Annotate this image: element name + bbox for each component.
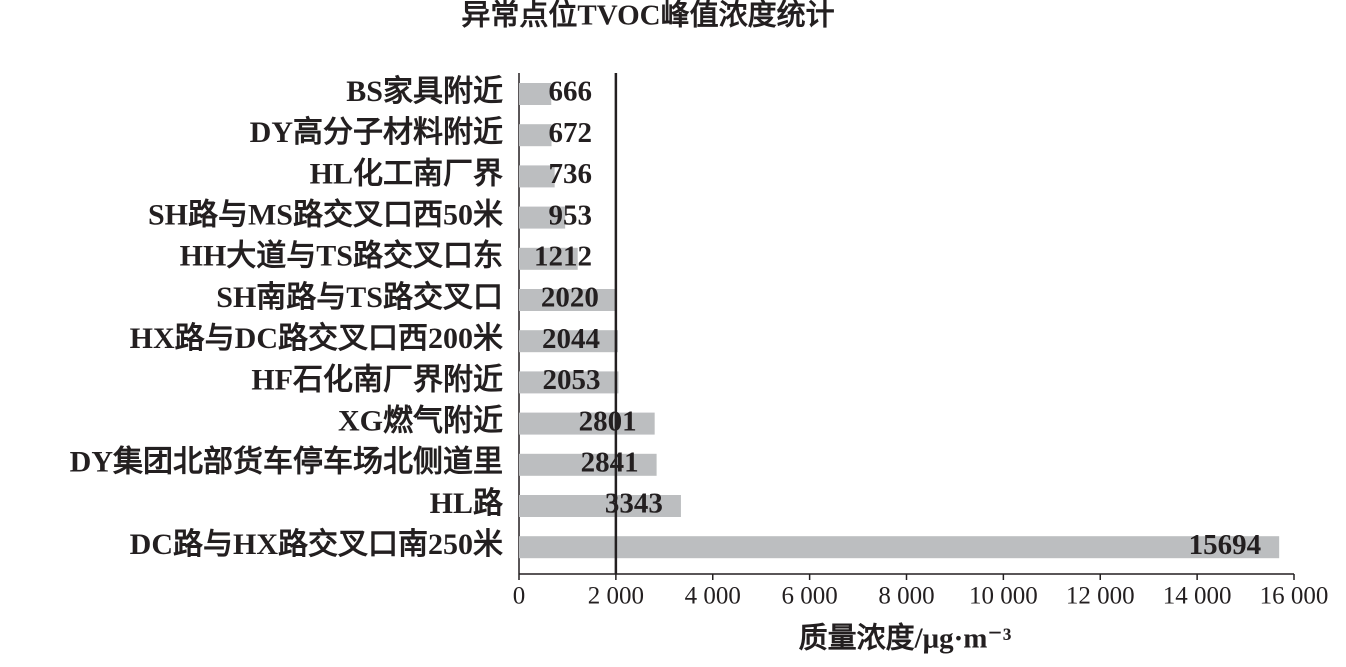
- bar: [519, 206, 566, 229]
- bar: [519, 495, 681, 517]
- category-label: HF石化南厂界附近: [251, 363, 503, 396]
- value-label: 953: [549, 199, 593, 231]
- value-label: 2801: [579, 405, 637, 437]
- value-label: 2044: [542, 323, 600, 355]
- value-label: 736: [549, 158, 593, 190]
- x-axis-title: 质量浓度/μg·m⁻³: [799, 622, 1012, 655]
- x-tick-label: 12 000: [1066, 583, 1135, 610]
- value-label: 3343: [605, 488, 663, 520]
- value-label: 2053: [542, 364, 600, 396]
- category-label: SH路与MS路交叉口西50米: [148, 197, 503, 231]
- x-tick-label: 8 000: [878, 583, 934, 610]
- category-label: BS家具附近: [346, 75, 503, 108]
- bar: [519, 536, 1280, 559]
- x-tick-label: 10 000: [969, 583, 1038, 610]
- category-label: XG燃气附近: [338, 404, 503, 437]
- bar: [519, 412, 655, 435]
- value-label: 2841: [581, 446, 639, 478]
- category-label: SH南路与TS路交叉口: [216, 280, 503, 314]
- value-label: 2020: [541, 282, 599, 314]
- bar: [519, 371, 619, 394]
- category-label: HH大道与TS路交叉口东: [180, 239, 503, 273]
- value-label: 1212: [534, 240, 592, 272]
- x-tick-label: 6 000: [782, 583, 838, 610]
- bar: [519, 330, 619, 353]
- x-tick-label: 16 000: [1260, 583, 1329, 610]
- x-tick-label: 4 000: [685, 583, 741, 610]
- category-label: DY集团北部货车停车场北侧道里: [70, 445, 503, 479]
- x-tick-label: 0: [513, 583, 526, 610]
- value-label: 666: [549, 76, 593, 108]
- bar: [519, 165, 555, 188]
- x-tick-label: 14 000: [1163, 583, 1232, 610]
- bar: [519, 83, 552, 105]
- bar: [519, 247, 578, 270]
- value-label: 15694: [1189, 529, 1262, 561]
- bar: [519, 289, 617, 311]
- category-label: DY高分子材料附近: [250, 116, 503, 149]
- category-label: HX路与DC路交叉口西200米: [130, 321, 503, 355]
- bar: [519, 453, 657, 476]
- chart-title: 异常点位TVOC峰值浓度统计: [461, 0, 834, 32]
- category-label: HL路: [430, 487, 504, 520]
- value-label: 672: [549, 117, 593, 149]
- bar: [519, 124, 552, 147]
- category-label: DC路与HX路交叉口南250米: [130, 527, 503, 561]
- category-label: HL化工南厂界: [310, 157, 503, 190]
- x-tick-label: 2 000: [588, 583, 644, 610]
